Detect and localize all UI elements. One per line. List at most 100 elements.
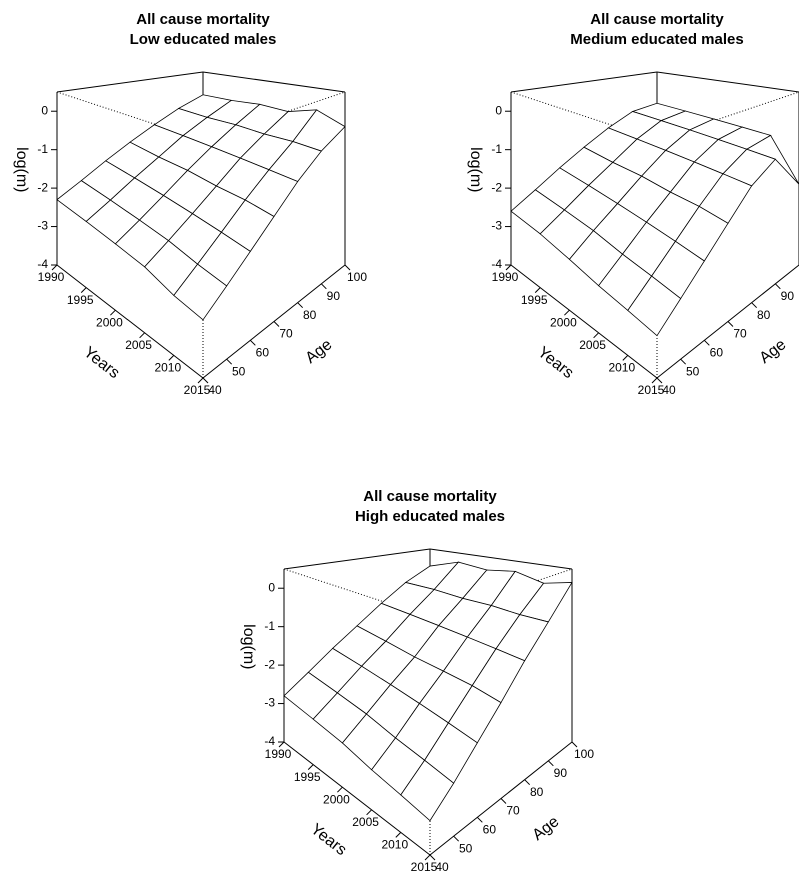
y-tick bbox=[500, 798, 507, 804]
x-tick bbox=[51, 264, 58, 271]
x-tick-label: 2010 bbox=[608, 361, 635, 375]
z-tick-label: -3 bbox=[264, 696, 275, 710]
x-tick bbox=[424, 854, 431, 861]
x-tick bbox=[505, 264, 512, 271]
chart-title: All cause mortality bbox=[136, 11, 270, 28]
y-tick bbox=[703, 339, 710, 346]
surface-facet bbox=[173, 263, 228, 321]
x-tick bbox=[622, 355, 629, 361]
x-tick bbox=[564, 309, 570, 316]
y-tick bbox=[320, 283, 327, 290]
x-tick-label: 2015 bbox=[184, 383, 211, 397]
x-tick-label: 2005 bbox=[352, 815, 379, 829]
x-tick-label: 1995 bbox=[67, 293, 94, 307]
x-tick bbox=[593, 332, 599, 339]
z-tick-label: -2 bbox=[264, 657, 275, 671]
z-tick-label: -4 bbox=[37, 257, 48, 271]
x-tick-label: 2000 bbox=[96, 315, 123, 329]
chart-title: All cause mortality bbox=[363, 488, 497, 505]
y-tick-label: 80 bbox=[303, 308, 317, 322]
z-tick-label: 0 bbox=[268, 580, 275, 594]
y-tick-label: 50 bbox=[459, 841, 473, 855]
box-edge bbox=[283, 741, 431, 856]
x-tick bbox=[307, 764, 314, 770]
x-tick bbox=[197, 377, 204, 384]
y-tick bbox=[680, 358, 687, 365]
y-tick bbox=[476, 816, 483, 823]
box-edge bbox=[510, 71, 658, 93]
x-tick-label: 2015 bbox=[638, 383, 665, 397]
y-tick bbox=[751, 302, 758, 309]
y-tick-label: 70 bbox=[733, 327, 747, 341]
x-tick bbox=[110, 309, 116, 316]
y-tick-label: 100 bbox=[347, 270, 367, 284]
y-tick-label: 90 bbox=[327, 289, 341, 303]
y-tick bbox=[429, 854, 436, 861]
y-tick bbox=[571, 741, 578, 748]
x-tick bbox=[651, 377, 658, 384]
x-tick-label: 1995 bbox=[521, 293, 548, 307]
y-tick-label: 50 bbox=[686, 364, 700, 378]
y-tick bbox=[249, 339, 256, 346]
z-tick-label: 0 bbox=[495, 103, 502, 117]
y-tick-label: 70 bbox=[279, 327, 293, 341]
chart-title: All cause mortality bbox=[590, 11, 724, 28]
x-tick bbox=[534, 287, 541, 293]
x-tick-label: 2010 bbox=[381, 838, 408, 852]
y-tick bbox=[344, 264, 351, 271]
z-tick-label: -1 bbox=[37, 142, 48, 156]
x-tick-label: 2005 bbox=[125, 338, 152, 352]
y-tick-label: 60 bbox=[256, 346, 270, 360]
y-tick bbox=[774, 283, 781, 290]
x-tick-label: 2000 bbox=[323, 792, 350, 806]
z-tick-label: -2 bbox=[491, 180, 502, 194]
y-tick-label: 40 bbox=[208, 383, 222, 397]
x-tick bbox=[80, 287, 87, 293]
z-tick-label: -2 bbox=[37, 180, 48, 194]
surface-facet bbox=[627, 275, 682, 337]
y-axis-title: Age bbox=[529, 813, 562, 844]
box-edge bbox=[202, 71, 346, 93]
z-tick-label: -3 bbox=[491, 219, 502, 233]
surface-facet bbox=[400, 759, 455, 822]
x-tick-label: 2010 bbox=[154, 361, 181, 375]
y-tick-label: 80 bbox=[530, 785, 544, 799]
chart-subtitle: High educated males bbox=[355, 508, 505, 525]
y-tick bbox=[524, 779, 531, 786]
x-tick bbox=[139, 332, 145, 339]
box-edge bbox=[429, 548, 573, 570]
z-axis-title: log(m) bbox=[467, 147, 484, 192]
box-edge bbox=[510, 264, 658, 379]
x-tick bbox=[168, 355, 175, 361]
y-axis-title: Age bbox=[756, 336, 789, 367]
x-tick-label: 1990 bbox=[265, 747, 292, 761]
y-axis-title: Age bbox=[302, 336, 335, 367]
box-edge bbox=[283, 548, 431, 570]
y-tick-label: 100 bbox=[574, 747, 594, 761]
z-tick-label: -4 bbox=[264, 734, 275, 748]
x-tick-label: 2015 bbox=[411, 860, 438, 874]
x-axis-title: Years bbox=[534, 344, 576, 382]
box-edge bbox=[56, 71, 204, 93]
z-tick-label: 0 bbox=[41, 103, 48, 117]
y-tick-label: 50 bbox=[232, 364, 246, 378]
y-tick bbox=[656, 377, 663, 384]
x-tick bbox=[278, 741, 285, 748]
y-tick-label: 70 bbox=[506, 804, 520, 818]
y-tick-label: 90 bbox=[554, 766, 568, 780]
y-tick bbox=[547, 760, 554, 767]
x-tick-label: 2005 bbox=[579, 338, 606, 352]
chart-subtitle: Medium educated males bbox=[570, 31, 743, 48]
y-tick-label: 40 bbox=[435, 860, 449, 874]
box-edge bbox=[56, 264, 204, 379]
x-axis-title: Years bbox=[307, 821, 349, 859]
y-tick-label: 60 bbox=[710, 346, 724, 360]
x-tick bbox=[395, 832, 402, 838]
z-axis-title: log(m) bbox=[240, 624, 257, 669]
y-tick bbox=[297, 302, 304, 309]
x-tick bbox=[366, 809, 372, 816]
z-tick-label: -4 bbox=[491, 257, 502, 271]
x-tick bbox=[337, 786, 343, 793]
z-tick-label: -1 bbox=[264, 619, 275, 633]
